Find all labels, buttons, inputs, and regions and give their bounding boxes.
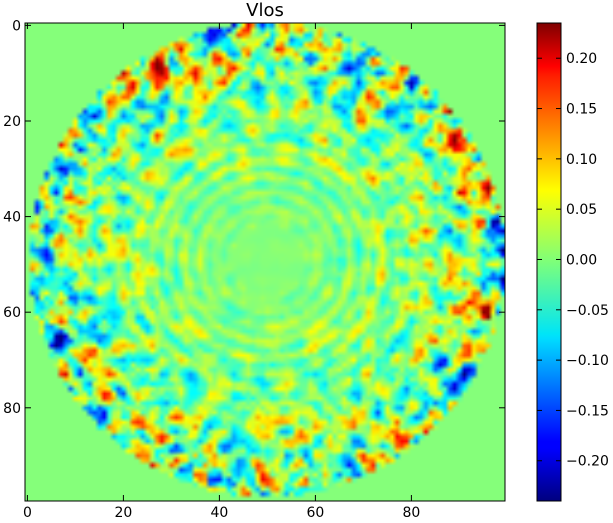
colorbar-tick-label: −0.15 <box>566 403 609 419</box>
colorbar-tick-label: 0.00 <box>566 252 597 268</box>
heatmap-image <box>25 23 505 501</box>
x-tick-label: 80 <box>402 505 420 519</box>
y-tick-label: 60 <box>3 305 21 321</box>
colorbar-tick-label: 0.10 <box>566 152 597 168</box>
y-tick-label: 40 <box>3 210 21 226</box>
y-tick-label: 20 <box>3 114 21 130</box>
colorbar-axis: −0.20 −0.15 −0.10 −0.05 0.00 0.05 0.10 0.15 0.20 <box>537 51 609 470</box>
colorbar-tick-label: −0.10 <box>566 353 609 369</box>
heatmap-raster <box>25 23 505 501</box>
x-tick-label: 40 <box>210 505 228 519</box>
x-axis: 0 20 40 60 80 <box>23 23 420 521</box>
colorbar-tick-label: 0.05 <box>566 202 597 218</box>
chart-title: Vlos <box>246 0 284 21</box>
axes-frame <box>24 22 506 502</box>
x-tick-label: 60 <box>306 505 324 519</box>
y-axis: 0 20 40 60 80 <box>3 18 505 417</box>
colorbar-gradient <box>536 22 562 502</box>
colorbar-tick-label: −0.05 <box>566 303 609 319</box>
colorbar: −0.20 −0.15 −0.10 −0.05 0.00 0.05 0.10 0.15 0.20 <box>536 22 609 502</box>
colorbar-tick-label: 0.20 <box>566 51 597 67</box>
x-tick-label: 20 <box>114 505 132 519</box>
colorbar-tick-label: 0.15 <box>566 102 597 118</box>
y-tick-label: 0 <box>12 18 21 34</box>
x-tick-label: 0 <box>23 505 32 519</box>
colorbar-tick-label: −0.20 <box>566 454 609 470</box>
y-tick-label: 80 <box>3 401 21 417</box>
